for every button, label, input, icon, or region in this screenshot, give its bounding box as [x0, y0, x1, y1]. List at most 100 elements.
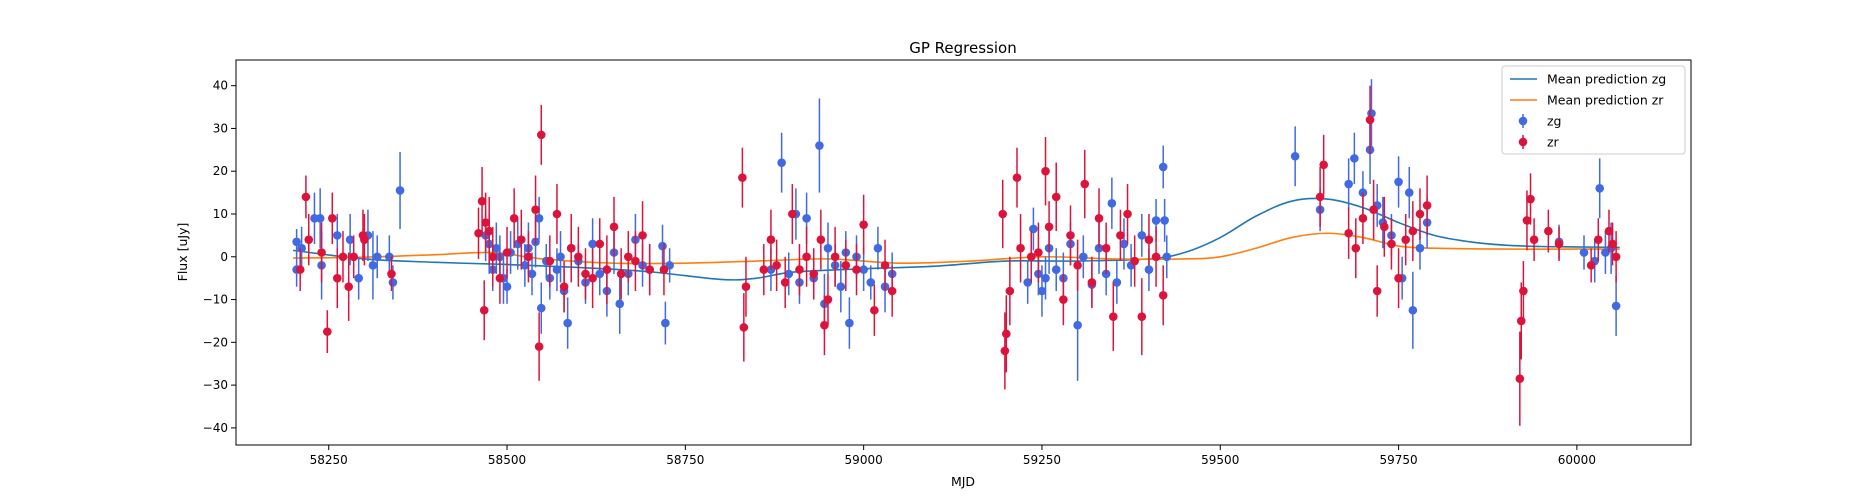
- point-zr: [870, 305, 879, 315]
- x-axis-ticks: 58250 58500 58750 59000 59250 59500 59750 60000: [310, 445, 1596, 467]
- x-tick-label: 58500: [488, 453, 526, 467]
- point-zr: [1344, 228, 1353, 238]
- point-zr: [616, 269, 626, 279]
- point-zg: [1079, 252, 1088, 262]
- point-zr: [1051, 192, 1061, 202]
- mean-prediction-line-zg: [292, 197, 1620, 281]
- point-zr: [1408, 226, 1418, 236]
- point-zr: [1101, 243, 1111, 253]
- point-zr: [1001, 329, 1011, 339]
- point-zr: [1034, 248, 1043, 257]
- point-zg: [777, 158, 786, 167]
- legend-label: zg: [1547, 114, 1562, 129]
- point-zr: [536, 130, 546, 140]
- point-zr: [623, 252, 633, 262]
- point-zr: [802, 252, 811, 262]
- point-zg: [354, 273, 363, 283]
- point-zr: [1012, 173, 1022, 182]
- point-zg: [297, 243, 306, 253]
- point-zr: [1515, 374, 1525, 383]
- y-tick-label: −10: [203, 293, 228, 307]
- point-zg: [823, 243, 833, 253]
- point-zg: [1394, 177, 1403, 187]
- point-zr: [1116, 231, 1125, 240]
- y-tick-label: 0: [220, 250, 228, 264]
- point-zr: [1604, 226, 1614, 236]
- point-zg: [873, 243, 883, 253]
- plot-content: [292, 79, 1621, 426]
- point-zg: [1037, 286, 1047, 296]
- legend: Mean prediction zg Mean prediction zr zg zr: [1501, 65, 1686, 155]
- legend-label: zr: [1547, 135, 1560, 150]
- point-zr: [1087, 278, 1097, 287]
- point-zr: [1026, 252, 1036, 262]
- legend-marker-swatch: [1518, 116, 1528, 126]
- point-zr: [609, 222, 619, 232]
- point-zr: [344, 282, 353, 292]
- point-zr: [1137, 312, 1147, 321]
- point-zr: [502, 248, 512, 257]
- point-zg: [1595, 184, 1605, 193]
- point-zr: [524, 252, 533, 262]
- point-zr: [1108, 312, 1118, 321]
- point-zg: [1137, 231, 1147, 240]
- point-zr: [1387, 239, 1396, 249]
- point-zg: [1144, 265, 1154, 274]
- legend-entry-zg: zg: [1518, 114, 1562, 129]
- legend-label: Mean prediction zg: [1547, 72, 1666, 87]
- point-zg: [859, 265, 868, 274]
- point-zg: [1107, 199, 1117, 208]
- x-axis-label: MJD: [951, 474, 975, 489]
- legend-marker-swatch: [1518, 137, 1528, 147]
- point-zr: [488, 252, 498, 262]
- y-tick-label: 20: [213, 164, 228, 178]
- x-tick-label: 59250: [1023, 453, 1061, 467]
- point-zr: [1608, 239, 1617, 249]
- point-zg: [1404, 188, 1414, 197]
- point-zg: [615, 299, 625, 309]
- point-zr: [1073, 261, 1082, 270]
- point-zg: [1160, 216, 1169, 225]
- point-zr: [809, 269, 819, 279]
- point-zr: [738, 173, 747, 182]
- point-zr: [1016, 243, 1025, 253]
- x-tick-label: 58250: [310, 453, 348, 467]
- point-zg: [315, 213, 325, 223]
- point-zr: [1130, 256, 1139, 266]
- point-zr: [1158, 290, 1168, 300]
- y-axis-ticks: −40 −30 −20 −10 0 10 20 30 40: [203, 79, 236, 435]
- y-tick-label: 10: [213, 207, 228, 221]
- point-zr: [322, 327, 332, 336]
- point-zr: [559, 282, 569, 292]
- point-zg: [866, 278, 876, 287]
- point-zg: [1579, 248, 1589, 257]
- point-zr: [1380, 222, 1389, 232]
- point-zg: [292, 237, 301, 247]
- point-zg: [1350, 154, 1359, 163]
- point-zr: [659, 265, 669, 274]
- point-zg: [368, 261, 378, 270]
- point-zr: [595, 239, 605, 249]
- point-zr: [327, 213, 337, 223]
- point-zg: [1029, 224, 1038, 234]
- point-zr: [574, 252, 583, 262]
- point-zr: [1394, 273, 1403, 283]
- point-zg: [784, 269, 794, 279]
- x-tick-label: 59500: [1201, 453, 1239, 467]
- point-zr: [645, 265, 654, 274]
- point-zr: [1369, 205, 1378, 215]
- point-zr: [1544, 226, 1553, 236]
- point-zg: [1344, 179, 1353, 189]
- point-zg: [815, 141, 824, 150]
- point-zg: [845, 318, 854, 328]
- point-zr: [823, 295, 833, 304]
- point-zr: [1554, 239, 1564, 249]
- point-zg: [332, 231, 342, 240]
- point-zg: [556, 252, 565, 262]
- point-zg: [534, 213, 544, 223]
- plot-area: [235, 59, 1692, 446]
- point-zr: [1593, 235, 1603, 244]
- point-zr: [795, 265, 804, 274]
- point-zg: [552, 265, 562, 274]
